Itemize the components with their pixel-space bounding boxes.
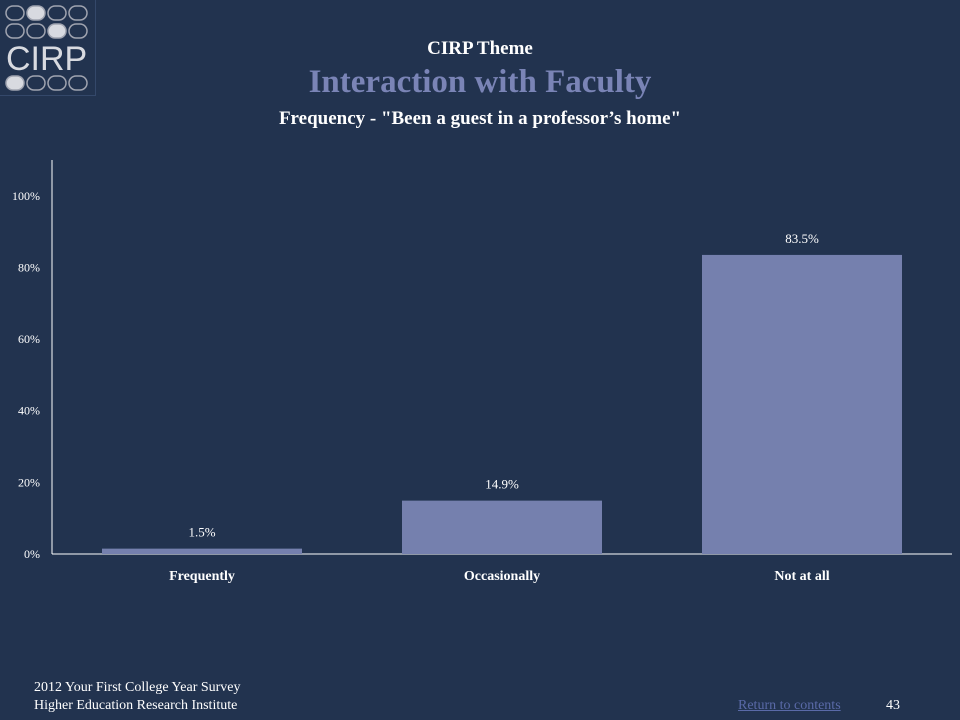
page-number: 43 <box>886 698 900 713</box>
logo-pill <box>5 75 25 91</box>
x-tick-label: Occasionally <box>464 569 540 584</box>
logo-pill <box>47 5 67 21</box>
logo-pill <box>68 75 88 91</box>
theme-label: CIRP Theme <box>427 38 533 59</box>
y-tick-label: 80% <box>18 260 40 274</box>
bar-occasionally <box>402 500 602 554</box>
bar-not-at-all <box>702 254 902 554</box>
data-label: 83.5% <box>785 231 819 246</box>
data-label: 1.5% <box>188 525 215 540</box>
x-tick-label: Not at all <box>774 569 829 584</box>
y-tick-label: 40% <box>18 404 40 418</box>
return-to-contents-link[interactable]: Return to contents <box>738 698 841 713</box>
y-tick-label: 0% <box>24 547 40 561</box>
cirp-logo: CIRP <box>0 0 96 96</box>
survey-name: 2012 Your First College Year Survey <box>34 680 241 695</box>
x-tick-label: Frequently <box>169 569 235 584</box>
page-title: Interaction with Faculty <box>308 64 652 100</box>
logo-pill <box>47 23 67 39</box>
logo-pill <box>68 5 88 21</box>
logo-pill <box>68 23 88 39</box>
chart-subtitle: Frequency - "Been a guest in a professor… <box>278 108 682 129</box>
logo-pill <box>26 5 46 21</box>
logo-pill <box>47 75 67 91</box>
y-tick-label: 20% <box>18 475 40 489</box>
bar-chart: 0% 20% 40% 60% 80% 100% 1.5% Frequently 14.9% Occ… <box>12 160 952 584</box>
logo-pill <box>26 75 46 91</box>
logo-pill <box>26 23 46 39</box>
y-tick-label: 100% <box>12 189 40 203</box>
data-label: 14.9% <box>485 477 519 492</box>
bar-frequently <box>102 548 302 554</box>
logo-text: CIRP <box>6 40 87 78</box>
logo-pill <box>5 23 25 39</box>
y-tick-label: 60% <box>18 332 40 346</box>
institute-name: Higher Education Research Institute <box>34 698 238 713</box>
logo-pill <box>5 5 25 21</box>
cirp-logo-graphic: CIRP <box>5 5 88 91</box>
